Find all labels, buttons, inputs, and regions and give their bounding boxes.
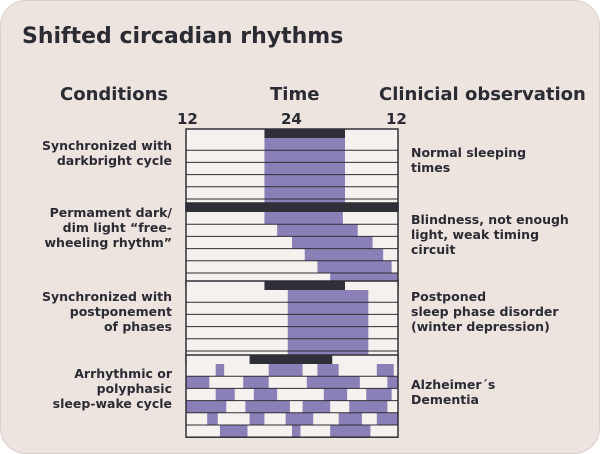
sleep-segment xyxy=(338,412,362,425)
sleep-segment xyxy=(264,212,343,225)
sleep-segment xyxy=(387,376,398,389)
observation-winter-depression: Postponed sleep phase disorder (winter d… xyxy=(411,289,596,334)
sleep-segment xyxy=(304,248,384,261)
condition-line: wheeling rhythm” xyxy=(44,235,173,250)
sleep-segment xyxy=(317,364,339,377)
observation-line: circuit xyxy=(411,242,456,257)
condition-line: Arrhythmic or xyxy=(74,366,172,381)
dark-period-bar xyxy=(186,203,398,212)
condition-postponed: Synchronized with postponement of phases xyxy=(2,289,172,334)
condition-line: Synchronized with xyxy=(41,138,172,153)
sleep-segment xyxy=(186,376,210,389)
sleep-segment xyxy=(264,186,345,199)
sleep-segment xyxy=(264,150,345,163)
observation-line: Blindness, not enough xyxy=(411,212,569,227)
page-title: Shifted circadian rhythms xyxy=(22,24,344,49)
observation-line: Dementia xyxy=(411,392,479,407)
condition-line: dim light “free- xyxy=(62,220,172,235)
sleep-segment xyxy=(323,388,348,401)
tick-left-12: 12 xyxy=(177,110,198,128)
dark-period-bar xyxy=(264,129,345,138)
observation-line: Normal sleeping xyxy=(411,145,527,160)
sleep-segment xyxy=(215,388,235,401)
sleep-segment xyxy=(268,364,303,377)
sleep-segment xyxy=(277,224,358,237)
sleep-segment xyxy=(287,314,369,327)
condition-line: polyphasic xyxy=(96,381,172,396)
sleep-segment xyxy=(215,364,225,377)
sleep-segment xyxy=(264,174,345,187)
sleep-segment xyxy=(376,412,398,425)
condition-line: postponement xyxy=(69,304,172,319)
condition-synchronized: Synchronized with darkbright cycle xyxy=(2,138,172,168)
sleep-segment xyxy=(249,412,265,425)
sleep-segment xyxy=(186,400,227,413)
sleep-segment xyxy=(287,338,369,351)
sleep-segment xyxy=(285,412,314,425)
condition-line: sleep-wake cycle xyxy=(52,396,172,411)
dark-period-bar xyxy=(264,281,345,290)
observation-alzheimers: Alzheimer´s Dementia xyxy=(411,377,596,407)
sleep-segment xyxy=(287,326,369,339)
tick-right-12: 12 xyxy=(386,110,407,128)
condition-free-running: Permament dark/ dim light “free- wheelin… xyxy=(2,205,173,250)
sleep-segment xyxy=(207,412,218,425)
condition-line: Synchronized with xyxy=(41,289,172,304)
sleep-segment xyxy=(287,290,369,303)
observation-line: times xyxy=(411,160,451,175)
observation-line: (winter depression) xyxy=(411,319,550,334)
sleep-segment xyxy=(292,236,373,249)
observation-line: sleep phase disorder xyxy=(411,304,559,319)
condition-line: Permament dark/ xyxy=(49,205,172,220)
observation-line: Alzheimer´s xyxy=(411,377,496,392)
condition-line: darkbright cycle xyxy=(56,153,172,168)
panel-border xyxy=(185,354,399,438)
sleep-segment xyxy=(376,364,394,377)
sleep-segment xyxy=(330,425,371,438)
header-observation: Clinicial observation xyxy=(379,84,586,105)
sleep-segment xyxy=(366,388,392,401)
observation-line: Postponed xyxy=(411,289,487,304)
sleep-segment xyxy=(264,138,345,151)
header-conditions: Conditions xyxy=(60,84,169,105)
observation-line: light, weak timing xyxy=(411,227,540,242)
sleep-segment xyxy=(287,302,369,315)
condition-arrhythmic: Arrhythmic or polyphasic sleep-wake cycl… xyxy=(2,366,172,411)
sleep-segment xyxy=(306,376,360,389)
sleep-segment xyxy=(243,376,269,389)
sleep-segment xyxy=(302,400,331,413)
sleep-segment xyxy=(245,400,290,413)
tick-24: 24 xyxy=(281,110,302,128)
sleep-segment xyxy=(264,162,345,175)
dark-period-bar xyxy=(249,355,333,364)
sleep-segment xyxy=(317,260,392,273)
sleep-segment xyxy=(219,425,248,438)
condition-line: of phases xyxy=(103,319,172,334)
sleep-segment xyxy=(292,425,301,438)
header-time: Time xyxy=(270,84,320,105)
sleep-segment xyxy=(349,400,388,413)
observation-blindness: Blindness, not enough light, weak timing… xyxy=(411,212,596,257)
observation-normal-sleep: Normal sleeping times xyxy=(411,145,596,175)
sleep-segment xyxy=(253,388,278,401)
